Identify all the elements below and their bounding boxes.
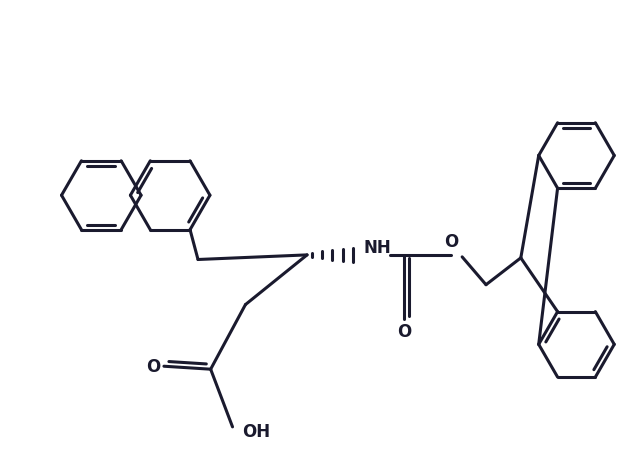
Text: O: O	[444, 233, 458, 251]
Text: O: O	[397, 323, 412, 341]
Text: O: O	[146, 358, 160, 376]
Text: OH: OH	[243, 423, 271, 441]
Text: NH: NH	[364, 239, 392, 257]
